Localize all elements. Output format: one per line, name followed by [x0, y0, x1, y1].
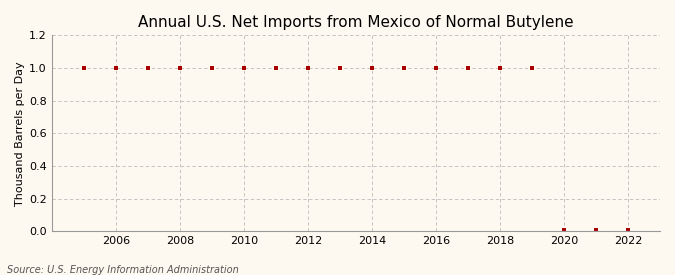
Title: Annual U.S. Net Imports from Mexico of Normal Butylene: Annual U.S. Net Imports from Mexico of N…	[138, 15, 574, 30]
Y-axis label: Thousand Barrels per Day: Thousand Barrels per Day	[15, 61, 25, 206]
Text: Source: U.S. Energy Information Administration: Source: U.S. Energy Information Administ…	[7, 265, 238, 275]
